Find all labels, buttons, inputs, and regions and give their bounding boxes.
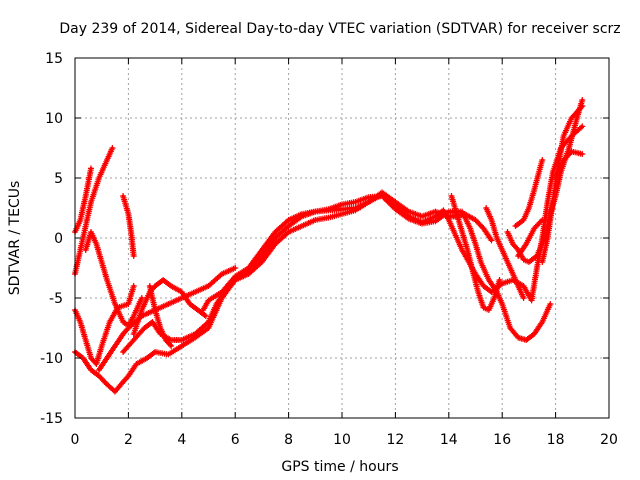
x-tick-label: 16: [493, 432, 511, 448]
axis-ticks: [74, 57, 610, 419]
series-markers: [200, 193, 554, 343]
series-track: [120, 193, 137, 259]
x-tick-label: 12: [386, 432, 404, 448]
x-tick-label: 4: [177, 432, 186, 448]
chart-title: Day 239 of 2014, Sidereal Day-to-day VTE…: [59, 21, 620, 37]
y-tick-label: -5: [49, 291, 63, 307]
series-markers: [120, 193, 137, 259]
y-tick-label: -15: [40, 411, 63, 427]
x-tick-label: 20: [600, 432, 618, 448]
series-track: [483, 205, 527, 301]
x-tick-label: 14: [440, 432, 458, 448]
series-track: [552, 148, 586, 181]
series-track: [448, 193, 503, 313]
series-markers: [552, 148, 586, 181]
series-markers: [515, 217, 546, 259]
series-track: [512, 157, 546, 229]
x-tick-label: 10: [333, 432, 351, 448]
x-tick-labels: 0 2 4 6 8 10 12 14 16 18 20: [71, 432, 618, 448]
y-axis-label: SDTVAR / TECUs: [7, 181, 23, 296]
series-track: [72, 283, 137, 367]
y-tick-label: 5: [54, 171, 63, 187]
y-tick-label: -10: [40, 351, 63, 367]
x-tick-label: 6: [231, 432, 240, 448]
y-tick-label: 15: [45, 51, 63, 67]
x-axis-label: GPS time / hours: [281, 459, 398, 475]
y-tick-label: 0: [54, 231, 63, 247]
series-markers: [72, 145, 116, 277]
series-track: [72, 145, 116, 277]
y-tick-labels: -15 -10 -5 0 5 10 15: [40, 51, 63, 427]
series-track: [515, 217, 546, 259]
series-markers: [146, 283, 175, 349]
series-markers: [483, 205, 527, 301]
grid: [75, 58, 609, 418]
series-track: [146, 283, 175, 349]
series-markers: [512, 157, 546, 229]
x-tick-label: 0: [71, 432, 80, 448]
y-tick-label: 10: [45, 111, 63, 127]
x-tick-label: 2: [124, 432, 133, 448]
series-track: [200, 193, 554, 343]
data-series: [72, 97, 586, 395]
x-tick-label: 8: [284, 432, 293, 448]
series-markers: [448, 193, 503, 313]
x-tick-label: 18: [547, 432, 565, 448]
